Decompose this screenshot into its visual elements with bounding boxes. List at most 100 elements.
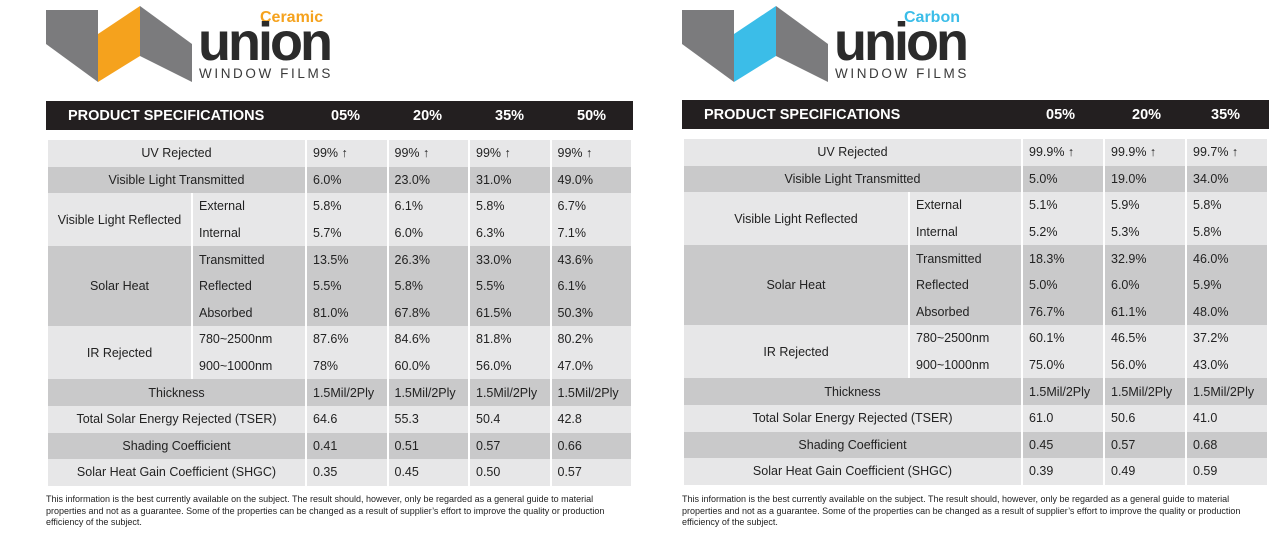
row-sublabel: Reflected	[193, 272, 305, 300]
header-col-05: 05%	[331, 108, 361, 124]
cell-value: 43.6%	[551, 246, 631, 273]
cell-value: 67.8%	[388, 299, 468, 327]
table-row: Solar Heat Transmitted 13.5% 26.3% 33.0%…	[48, 246, 631, 327]
row-sublabel: Absorbed	[910, 298, 1021, 326]
cell-value: 55.3	[388, 405, 468, 433]
cell-value: 5.0%	[1023, 165, 1103, 193]
cell-value: 6.7%	[551, 193, 631, 220]
cell-value: 56.0%	[1105, 351, 1185, 379]
cell-value: 0.45	[1023, 431, 1103, 459]
table-row: 900~1000nm 75.0% 56.0% 43.0%	[684, 351, 1267, 379]
cell-value: 81.0%	[307, 299, 387, 327]
spec-table: UV Rejected 99% ↑ 99% ↑ 99% ↑ 99% ↑ Visi…	[46, 140, 633, 486]
cell-value: 99.9% ↑	[1105, 139, 1185, 166]
brand-name: union	[834, 12, 969, 72]
cell-value: 33.0%	[470, 246, 550, 273]
group-label: IR Rejected	[684, 325, 908, 379]
cell-value: 84.6%	[388, 326, 468, 353]
row-sublabel: 900~1000nm	[193, 352, 305, 380]
cell-value: 80.2%	[551, 326, 631, 353]
cell-value: 23.0%	[388, 166, 468, 194]
cell-value: 50.4	[470, 405, 550, 433]
cell-value: 6.0%	[307, 166, 387, 194]
cell-value: 5.2%	[1023, 218, 1103, 246]
cell-value: 5.9%	[1187, 271, 1267, 299]
row-label: Total Solar Energy Rejected (TSER)	[48, 405, 305, 433]
group-label: Visible Light Reflected	[48, 193, 191, 247]
table-row: Visible Light Transmitted 6.0% 23.0% 31.…	[48, 166, 631, 194]
table-row: IR Rejected 780~2500nm 60.1% 46.5% 37.2%	[684, 325, 1267, 379]
cell-value: 31.0%	[470, 166, 550, 194]
cell-value: 5.5%	[470, 272, 550, 300]
cell-value: 0.49	[1105, 458, 1185, 485]
cell-value: 5.7%	[307, 219, 387, 247]
row-sublabel: Reflected	[910, 271, 1021, 299]
table-row: 900~1000nm 78% 60.0% 56.0% 47.0%	[48, 352, 631, 380]
row-sublabel: 780~2500nm	[193, 326, 305, 353]
spec-table: UV Rejected 99.9% ↑ 99.9% ↑ 99.7% ↑ Visi…	[682, 139, 1269, 485]
cell-value: 64.6	[307, 405, 387, 433]
cell-value: 81.8%	[470, 326, 550, 353]
cell-value: 1.5Mil/2Ply	[388, 379, 468, 406]
cell-value: 87.6%	[307, 326, 387, 353]
group-label: IR Rejected	[48, 326, 191, 380]
cell-value: 32.9%	[1105, 245, 1185, 272]
cell-value: 0.57	[1105, 431, 1185, 459]
cell-value: 1.5Mil/2Ply	[470, 379, 550, 406]
cell-value: 6.1%	[551, 272, 631, 300]
table-row: Visible Light Reflected External 5.1% 5.…	[684, 192, 1267, 246]
header-col-20: 20%	[1132, 107, 1162, 123]
header-title: PRODUCT SPECIFICATIONS	[68, 108, 265, 124]
cell-value: 0.68	[1187, 431, 1267, 459]
header-col-35: 35%	[495, 108, 525, 124]
table-row: Absorbed 76.7% 61.1% 48.0%	[684, 298, 1267, 326]
cell-value: 49.0%	[551, 166, 631, 194]
table-row: Visible Light Transmitted 5.0% 19.0% 34.…	[684, 165, 1267, 193]
table-row: Solar Heat Transmitted 18.3% 32.9% 46.0%	[684, 245, 1267, 326]
row-label: Shading Coefficient	[684, 431, 1021, 459]
cell-value: 42.8	[551, 405, 631, 433]
group-label: Visible Light Reflected	[684, 192, 908, 246]
cell-value: 99.7% ↑	[1187, 139, 1267, 166]
logo-emblem-icon	[682, 6, 828, 82]
table-row: Internal 5.2% 5.3% 5.8%	[684, 218, 1267, 246]
cell-value: 60.0%	[388, 352, 468, 380]
table-row: Total Solar Energy Rejected (TSER) 61.0 …	[684, 404, 1267, 432]
header-col-50: 50%	[577, 108, 607, 124]
table-row: Thickness 1.5Mil/2Ply 1.5Mil/2Ply 1.5Mil…	[48, 379, 631, 406]
row-label: Visible Light Transmitted	[684, 165, 1021, 193]
cell-value: 5.5%	[307, 272, 387, 300]
cell-value: 76.7%	[1023, 298, 1103, 326]
cell-value: 1.5Mil/2Ply	[1187, 378, 1267, 405]
cell-value: 99% ↑	[307, 140, 387, 167]
table-row: Total Solar Energy Rejected (TSER) 64.6 …	[48, 405, 631, 433]
cell-value: 6.1%	[388, 193, 468, 220]
cell-value: 1.5Mil/2Ply	[1023, 378, 1103, 405]
cell-value: 99% ↑	[551, 140, 631, 167]
brand-subtitle: WINDOW FILMS	[835, 66, 969, 81]
table-row: Reflected 5.5% 5.8% 5.5% 6.1%	[48, 272, 631, 300]
cell-value: 5.8%	[1187, 192, 1267, 219]
disclaimer-text: This information is the best currently a…	[46, 494, 605, 527]
cell-value: 5.8%	[388, 272, 468, 300]
table-row: Visible Light Reflected External 5.8% 6.…	[48, 193, 631, 247]
cell-value: 18.3%	[1023, 245, 1103, 272]
cell-value: 99% ↑	[388, 140, 468, 167]
cell-value: 6.0%	[388, 219, 468, 247]
cell-value: 0.59	[1187, 458, 1267, 485]
header-col-35: 35%	[1211, 107, 1241, 123]
brand-logo: Carbon union WINDOW FILMS	[682, 0, 1269, 96]
cell-value: 0.45	[388, 459, 468, 486]
group-label: Solar Heat	[684, 245, 908, 326]
cell-value: 5.0%	[1023, 271, 1103, 299]
cell-value: 5.9%	[1105, 192, 1185, 219]
cell-value: 61.0	[1023, 404, 1103, 432]
row-sublabel: External	[910, 192, 1021, 219]
header-col-05: 05%	[1046, 107, 1076, 123]
cell-value: 0.39	[1023, 458, 1103, 485]
table-row: UV Rejected 99% ↑ 99% ↑ 99% ↑ 99% ↑	[48, 140, 631, 167]
group-label: Solar Heat	[48, 246, 191, 327]
cell-value: 5.8%	[470, 193, 550, 220]
brand-variant: Carbon	[904, 9, 960, 26]
brand-logo: Ceramic union WINDOW FILMS	[46, 0, 633, 96]
